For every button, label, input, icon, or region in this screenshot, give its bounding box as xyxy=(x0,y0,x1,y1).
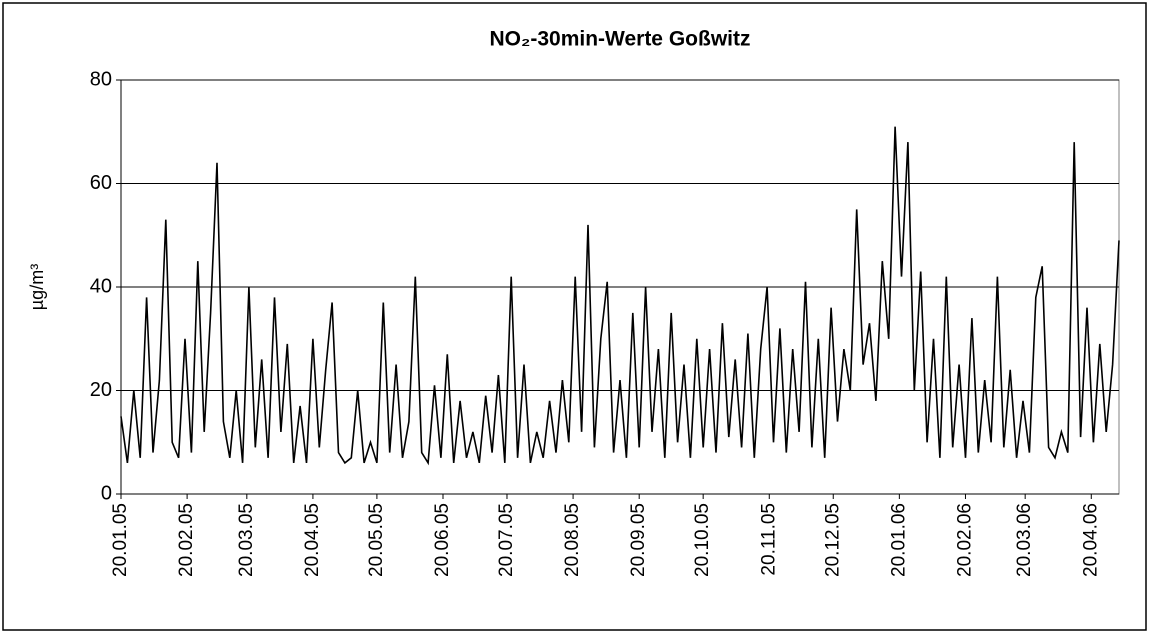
x-tick-label: 20.04.05 xyxy=(302,503,323,577)
y-tick-label: 40 xyxy=(90,275,112,297)
x-tick-label: 20.12.05 xyxy=(822,503,843,577)
x-tick-label: 20.05.05 xyxy=(366,503,387,577)
x-tick-label: 20.01.06 xyxy=(888,503,909,577)
y-tick-label: 60 xyxy=(90,172,112,194)
x-tick-label: 20.11.05 xyxy=(758,503,779,576)
x-tick-label: 20.04.06 xyxy=(1080,503,1101,577)
x-tick-label: 20.02.05 xyxy=(176,503,197,577)
x-tick-label: 20.03.06 xyxy=(1014,503,1035,577)
data-line xyxy=(120,126,1120,466)
x-tick-label: 20.06.05 xyxy=(432,503,453,577)
y-tick-label: 0 xyxy=(101,482,112,504)
chart-title: NO₂-30min-Werte Goßwitz xyxy=(490,28,751,51)
y-axis-label: µg/m³ xyxy=(27,264,47,310)
x-tick-label: 20.08.05 xyxy=(562,503,583,577)
x-tick-label: 20.10.05 xyxy=(692,503,713,577)
x-tick-label: 20.03.05 xyxy=(236,503,257,577)
x-tick-label: 20.07.05 xyxy=(496,503,517,577)
x-tick-label: 20.09.05 xyxy=(628,503,649,577)
x-tick-label: 20.01.05 xyxy=(110,503,131,577)
x-tick-label: 20.02.06 xyxy=(954,503,975,577)
y-tick-label: 20 xyxy=(90,379,112,401)
y-tick-label: 80 xyxy=(90,68,112,90)
